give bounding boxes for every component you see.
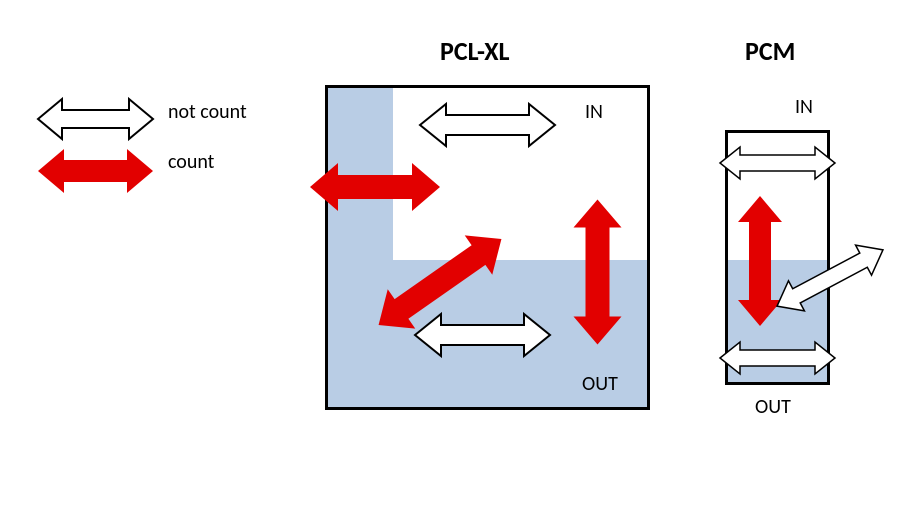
pcm-out-label: OUT xyxy=(755,395,791,419)
pcm-arrow-bottom-white xyxy=(720,340,835,376)
pclxl-arrow-left-red xyxy=(310,161,440,213)
legend-arrow-count-icon xyxy=(38,147,153,195)
legend-label-count: count xyxy=(168,150,214,174)
legend-arrow-not-count-icon xyxy=(38,97,153,141)
pclxl-out-label: OUT xyxy=(582,372,618,396)
diagram-stage: PCL-XL PCM not count count IN OUT IN OUT xyxy=(0,0,911,516)
legend-label-not-count: not count xyxy=(168,100,247,124)
pcm-arrow-top-white xyxy=(720,145,835,181)
pclxl-arrow-right-red-vert xyxy=(572,200,624,345)
pclxl-arrow-top-white xyxy=(420,102,555,148)
pclxl-arrow-bottom-white xyxy=(415,312,550,358)
pclxl-in-label: IN xyxy=(585,100,603,124)
pcm-title: PCM xyxy=(745,35,795,67)
pclxl-title: PCL-XL xyxy=(440,35,510,67)
pcm-in-label: IN xyxy=(795,95,813,119)
